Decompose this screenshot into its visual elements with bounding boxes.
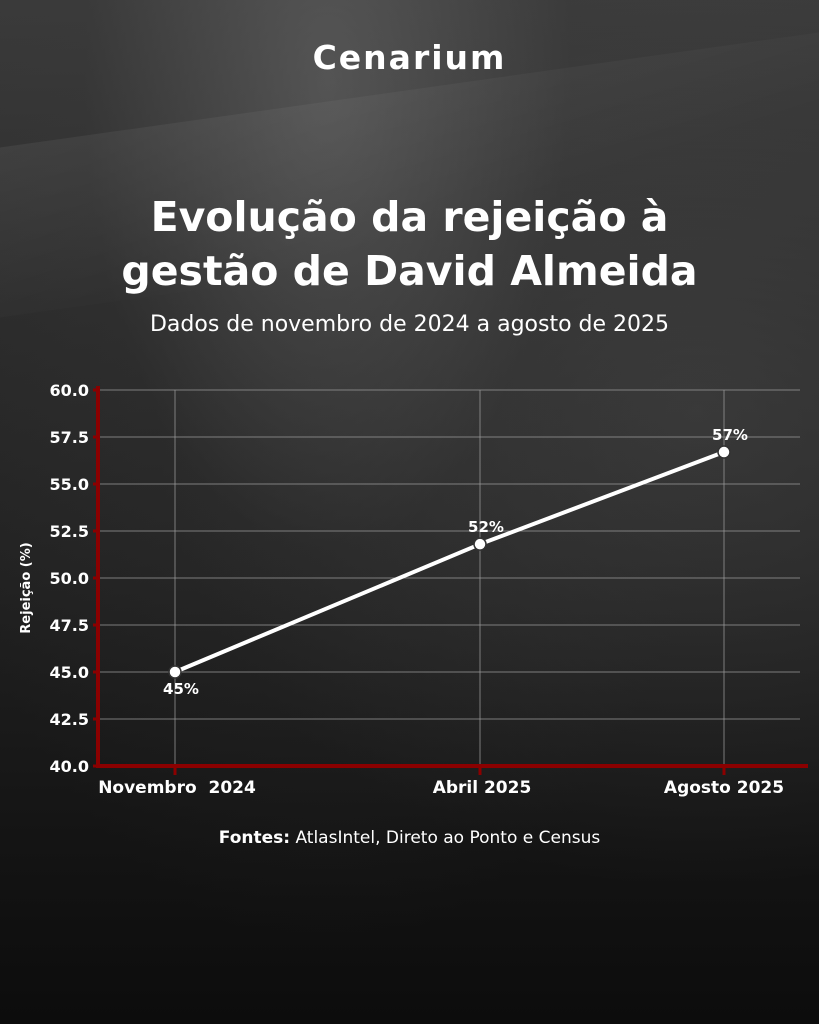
data-label: 52%	[468, 518, 504, 536]
data-label: 57%	[712, 426, 748, 444]
y-tick-label: 45.0	[50, 663, 89, 682]
y-tick-label: 47.5	[50, 616, 89, 635]
data-point	[168, 665, 182, 679]
source-text: AtlasIntel, Direto ao Ponto e Census	[290, 828, 601, 848]
source-note: Fontes: AtlasIntel, Direto ao Ponto e Ce…	[0, 828, 819, 848]
line-chart: 40.0 42.5 45.0 47.5 50.0 52.5 55.0 57.5 60.0 Nove…	[19, 381, 808, 798]
y-tick-label: 55.0	[50, 475, 89, 494]
y-axis-label: Rejeição (%)	[19, 542, 34, 633]
y-tick-label: 40.0	[50, 757, 89, 776]
y-tick-label: 50.0	[50, 569, 89, 588]
source-label: Fontes:	[218, 828, 291, 848]
y-tick-label: 60.0	[50, 381, 89, 400]
chart-title-line-2: gestão de David Almeida	[121, 247, 698, 295]
series-line	[174, 450, 725, 674]
x-tick-label: Novembro 2024	[98, 778, 256, 798]
chart-title: Evolução da rejeição à gestão de David A…	[0, 190, 819, 298]
x-tick-label: Agosto 2025	[664, 778, 784, 798]
chart-title-line-1: Evolução da rejeição à	[150, 193, 669, 241]
chart-subtitle: Dados de novembro de 2024 a agosto de 20…	[149, 312, 670, 337]
data-point	[473, 537, 487, 551]
y-tick-label: 42.5	[50, 710, 89, 729]
data-point	[717, 445, 731, 459]
x-tick-label: Abril 2025	[433, 778, 532, 798]
brand-logo: Cenarium	[312, 38, 507, 77]
data-label: 45%	[163, 680, 199, 698]
y-tick-label: 57.5	[50, 428, 89, 447]
y-tick-label: 52.5	[50, 522, 89, 541]
